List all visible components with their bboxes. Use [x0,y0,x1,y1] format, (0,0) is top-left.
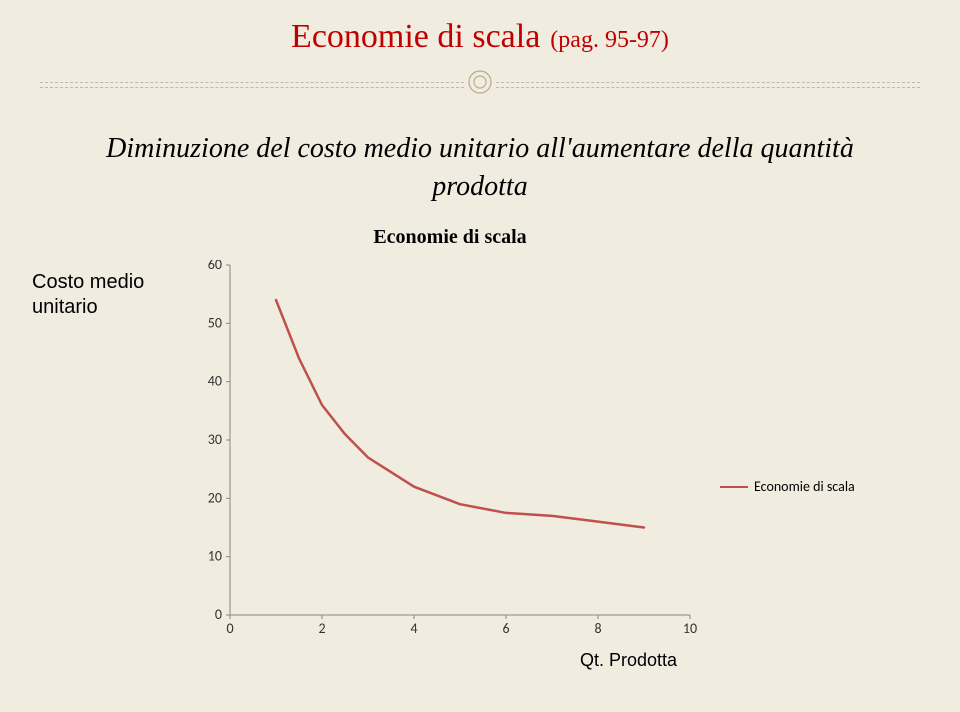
slide: Economie di scala (pag. 95-97) Diminuzio… [0,0,960,712]
svg-text:0: 0 [215,606,222,623]
ornament-circle [466,68,494,96]
chart-plot: 0 10 20 30 40 50 60 0 2 4 6 8 10 [200,260,700,640]
svg-text:60: 60 [208,260,222,273]
legend-swatch [720,486,748,488]
svg-text:4: 4 [410,620,417,637]
y-axis-label: Costo medio unitario [32,270,182,320]
svg-text:10: 10 [683,620,697,637]
svg-text:30: 30 [208,431,222,448]
page-title-sub: (pag. 95-97) [550,27,669,53]
svg-text:2: 2 [318,620,325,637]
svg-text:20: 20 [208,489,222,506]
chart-title: Economie di scala [200,226,700,249]
svg-text:8: 8 [594,620,601,637]
x-axis-label: Qt. Prodotta [580,650,677,671]
svg-text:6: 6 [502,620,509,637]
subtitle-block: Diminuzione del costo medio unitario all… [80,130,880,206]
page-title: Economie di scala [291,18,540,55]
chart-svg: 0 10 20 30 40 50 60 0 2 4 6 8 10 [200,260,700,640]
svg-text:10: 10 [208,548,222,565]
title-block: Economie di scala (pag. 95-97) [0,18,960,56]
legend: Economie di scala [720,478,855,495]
subtitle: Diminuzione del costo medio unitario all… [80,130,880,206]
svg-text:0: 0 [226,620,233,637]
svg-text:50: 50 [208,314,222,331]
svg-text:40: 40 [208,373,222,390]
legend-label: Economie di scala [754,478,855,495]
